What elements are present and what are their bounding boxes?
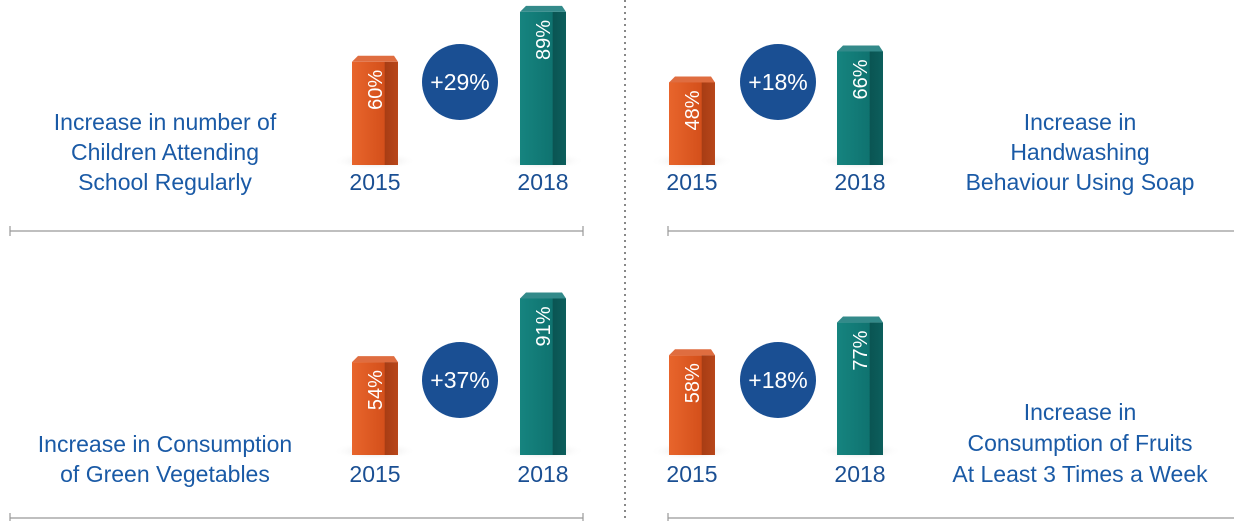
panel-title: Consumption of Fruits: [968, 430, 1193, 456]
bar: [669, 349, 715, 455]
value-label: 48%: [682, 90, 704, 130]
bar: [837, 316, 883, 455]
bar-body: [352, 362, 398, 455]
category-label: 2015: [666, 461, 717, 487]
value-label: 77%: [850, 330, 872, 370]
bar: [352, 55, 398, 165]
bar-body: [520, 11, 566, 166]
value-label: 54%: [365, 370, 387, 410]
category-label: 2018: [517, 461, 568, 487]
bar-body: [669, 355, 715, 455]
bar-cap: [352, 356, 398, 363]
change-label: +18%: [748, 367, 807, 393]
bar-cap: [352, 55, 398, 62]
bar: [669, 76, 715, 165]
panel-title: Behaviour Using Soap: [966, 169, 1195, 195]
bar-cap: [837, 316, 883, 323]
value-label: 89%: [533, 20, 555, 60]
change-label: +18%: [748, 69, 807, 95]
bar-body: [837, 322, 883, 455]
value-label: 66%: [850, 59, 872, 99]
bar: [520, 5, 566, 166]
change-badge: [422, 44, 498, 120]
value-label: 58%: [682, 363, 704, 403]
bar-cap: [520, 5, 566, 12]
bar: [520, 292, 566, 455]
change-badge: [422, 342, 498, 418]
category-label: 2018: [517, 169, 568, 195]
bar-body: [837, 51, 883, 166]
panel-title: Children Attending: [71, 139, 259, 165]
change-badge: [740, 44, 816, 120]
category-label: 2015: [666, 169, 717, 195]
category-label: 2018: [834, 169, 885, 195]
panel-title: Increase in: [1024, 109, 1137, 135]
bar-cap: [669, 349, 715, 356]
category-label: 2015: [349, 461, 400, 487]
panel-title: of Green Vegetables: [60, 461, 270, 487]
change-badge: [740, 342, 816, 418]
separators: [9, 226, 1234, 521]
bar-cap: [520, 292, 566, 299]
bar-body: [352, 61, 398, 165]
category-label: 2015: [349, 169, 400, 195]
panel-title: Handwashing: [1010, 139, 1149, 165]
bar-cap: [837, 45, 883, 52]
panel-title: Increase in Consumption: [38, 431, 292, 457]
value-label: 91%: [533, 306, 555, 346]
change-label: +29%: [430, 69, 489, 95]
value-label: 60%: [365, 70, 387, 110]
bar-body: [520, 298, 566, 455]
panel-title: Increase in number of: [54, 109, 277, 135]
panel-title: Increase in: [1024, 399, 1137, 425]
bar: [837, 45, 883, 166]
panel-title: At Least 3 Times a Week: [952, 461, 1208, 487]
category-label: 2018: [834, 461, 885, 487]
bar: [352, 356, 398, 455]
change-label: +37%: [430, 367, 489, 393]
bar-body: [669, 82, 715, 165]
panel-title: School Regularly: [78, 169, 252, 195]
bar-cap: [669, 76, 715, 83]
